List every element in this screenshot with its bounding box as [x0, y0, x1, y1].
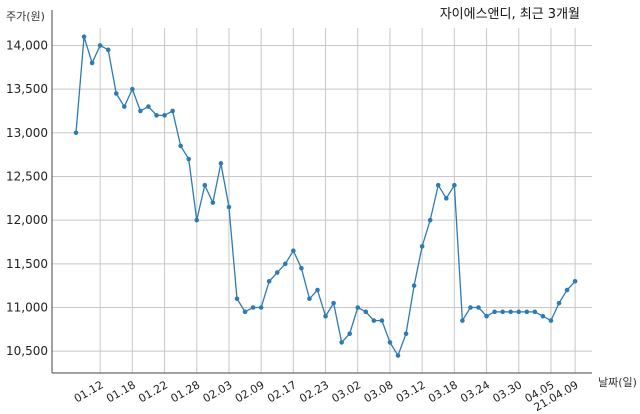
- data-point: [73, 130, 79, 136]
- data-point: [266, 278, 272, 284]
- data-point: [508, 309, 513, 315]
- data-point: [202, 182, 208, 188]
- y-tick-label: 13,500: [6, 82, 48, 96]
- series-group: [73, 34, 578, 358]
- data-point: [460, 318, 465, 323]
- data-point: [435, 182, 441, 188]
- x-tick-label: 03.18: [426, 378, 460, 405]
- data-point: [524, 309, 530, 315]
- x-tick-label: 02.09: [233, 378, 267, 405]
- axes: [51, 10, 592, 374]
- data-point: [234, 296, 240, 302]
- x-tick-label: 01.18: [104, 378, 138, 405]
- grid-lines: [52, 28, 592, 373]
- chart-title: 자이에스앤디, 최근 3개월: [440, 7, 580, 22]
- data-point: [411, 283, 417, 288]
- x-tick-label: 02.17: [265, 378, 299, 405]
- data-point: [210, 200, 216, 205]
- x-tick-label: 03.08: [362, 378, 396, 405]
- x-tick-label: 03.24: [458, 378, 492, 405]
- data-point: [105, 47, 111, 53]
- data-point: [226, 204, 232, 210]
- data-point: [97, 43, 103, 48]
- data-point: [162, 113, 167, 118]
- data-point: [371, 318, 377, 323]
- x-axis-label: 날짜(일): [598, 375, 637, 389]
- data-point: [548, 318, 554, 323]
- data-point: [258, 305, 264, 310]
- data-point: [331, 300, 336, 306]
- data-point: [283, 261, 288, 267]
- data-point: [323, 313, 328, 319]
- data-point: [516, 309, 522, 315]
- y-tick-label: 14,000: [6, 38, 48, 52]
- data-point: [130, 86, 135, 92]
- data-point: [146, 104, 151, 109]
- x-tick-label: 03.12: [394, 378, 428, 405]
- data-point: [186, 156, 191, 162]
- data-point: [395, 353, 401, 358]
- data-point: [274, 270, 280, 275]
- data-point: [452, 182, 457, 188]
- data-point: [500, 309, 505, 315]
- data-point: [403, 331, 409, 336]
- data-point: [564, 287, 570, 293]
- x-tick-label: 02.03: [201, 378, 235, 405]
- x-tick-label: 03.02: [329, 378, 363, 405]
- data-point: [218, 161, 224, 166]
- data-point: [170, 108, 175, 114]
- y-tick-label: 11,500: [6, 257, 48, 271]
- x-tick-label: 03.30: [490, 378, 524, 405]
- data-point: [387, 340, 393, 345]
- data-point: [355, 305, 361, 310]
- data-point: [138, 108, 143, 114]
- data-point: [347, 331, 353, 336]
- data-point: [468, 305, 473, 310]
- data-point: [291, 248, 296, 254]
- y-tick-label: 10,500: [6, 344, 48, 358]
- data-point: [419, 244, 425, 249]
- x-tick-label: 02.23: [297, 378, 331, 405]
- x-tick-label: 01.28: [168, 378, 202, 405]
- data-point: [315, 287, 320, 293]
- data-point: [250, 305, 256, 310]
- data-point: [339, 340, 344, 345]
- data-point: [379, 318, 385, 323]
- data-point: [89, 60, 95, 66]
- y-tick-label: 11,000: [6, 300, 48, 314]
- data-point: [484, 313, 489, 319]
- data-point: [194, 217, 200, 223]
- x-tick-label: 01.22: [136, 378, 170, 405]
- y-tick-label: 12,000: [6, 213, 48, 227]
- data-point: [556, 300, 562, 306]
- y-tick-label: 13,000: [6, 126, 48, 140]
- data-point: [540, 313, 546, 319]
- data-point: [492, 309, 497, 315]
- data-point: [113, 91, 119, 96]
- x-tick-label: 01.12: [72, 378, 106, 405]
- data-point: [81, 34, 87, 40]
- data-point: [154, 113, 159, 118]
- data-point: [299, 265, 304, 271]
- data-point: [427, 217, 433, 223]
- y-axis-label: 주가(원): [6, 10, 45, 23]
- data-point: [444, 196, 449, 201]
- data-point: [307, 296, 312, 302]
- data-point: [242, 309, 248, 315]
- data-point: [572, 278, 578, 284]
- data-point: [178, 143, 183, 149]
- y-tick-label: 12,500: [6, 169, 48, 183]
- data-point: [476, 305, 481, 310]
- data-point: [122, 104, 127, 109]
- data-point: [363, 309, 369, 315]
- data-point: [532, 309, 538, 315]
